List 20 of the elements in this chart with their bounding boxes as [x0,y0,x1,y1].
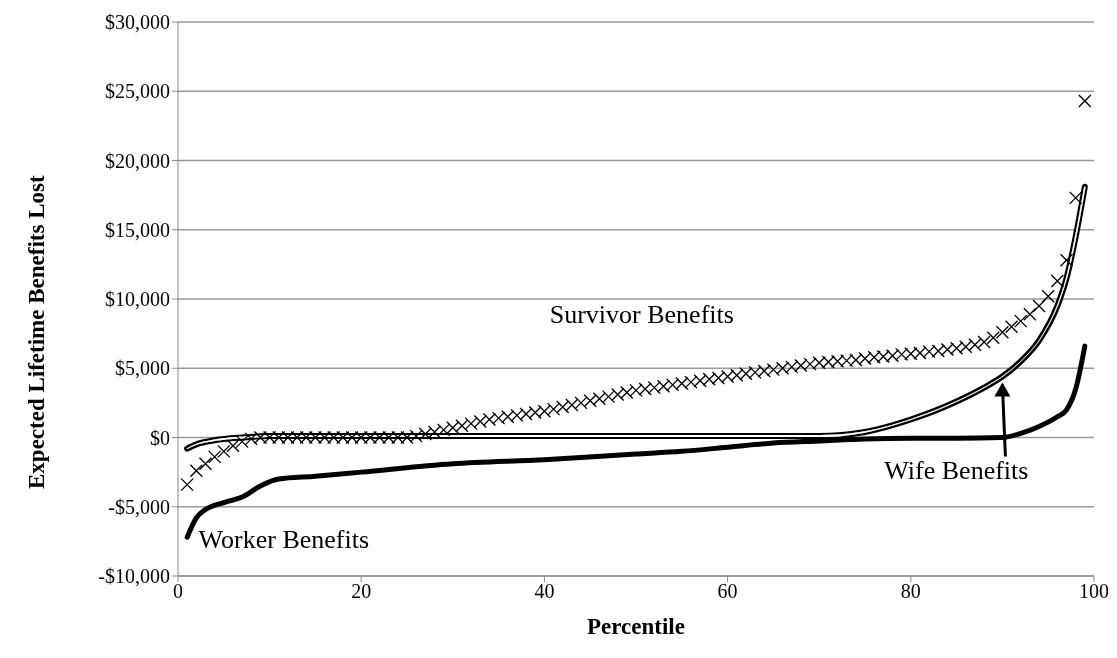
y-tick-label: $0 [150,426,170,449]
x-tick-label: 20 [351,580,372,603]
y-tick-label: $5,000 [115,357,170,380]
y-tick-label: $20,000 [105,149,170,172]
y-tick-label: $15,000 [105,218,170,241]
y-tick-label: -$10,000 [98,565,170,588]
x-tick-label: 0 [173,580,183,603]
y-axis-title: Expected Lifetime Benefits Lost [24,175,50,489]
y-tick-label: -$5,000 [108,495,170,518]
series-label: Worker Benefits [198,524,370,554]
x-tick-label: 80 [900,580,921,603]
series-label: Survivor Benefits [549,300,734,330]
x-tick-label: 60 [717,580,738,603]
x-tick-label: 100 [1079,580,1109,603]
x-tick-label: 40 [534,580,555,603]
series-label: Wife Benefits [884,455,1029,485]
y-tick-label: $25,000 [105,80,170,103]
y-tick-label: $30,000 [105,11,170,34]
y-tick-label: $10,000 [105,288,170,311]
x-axis-title: Percentile [587,614,685,639]
